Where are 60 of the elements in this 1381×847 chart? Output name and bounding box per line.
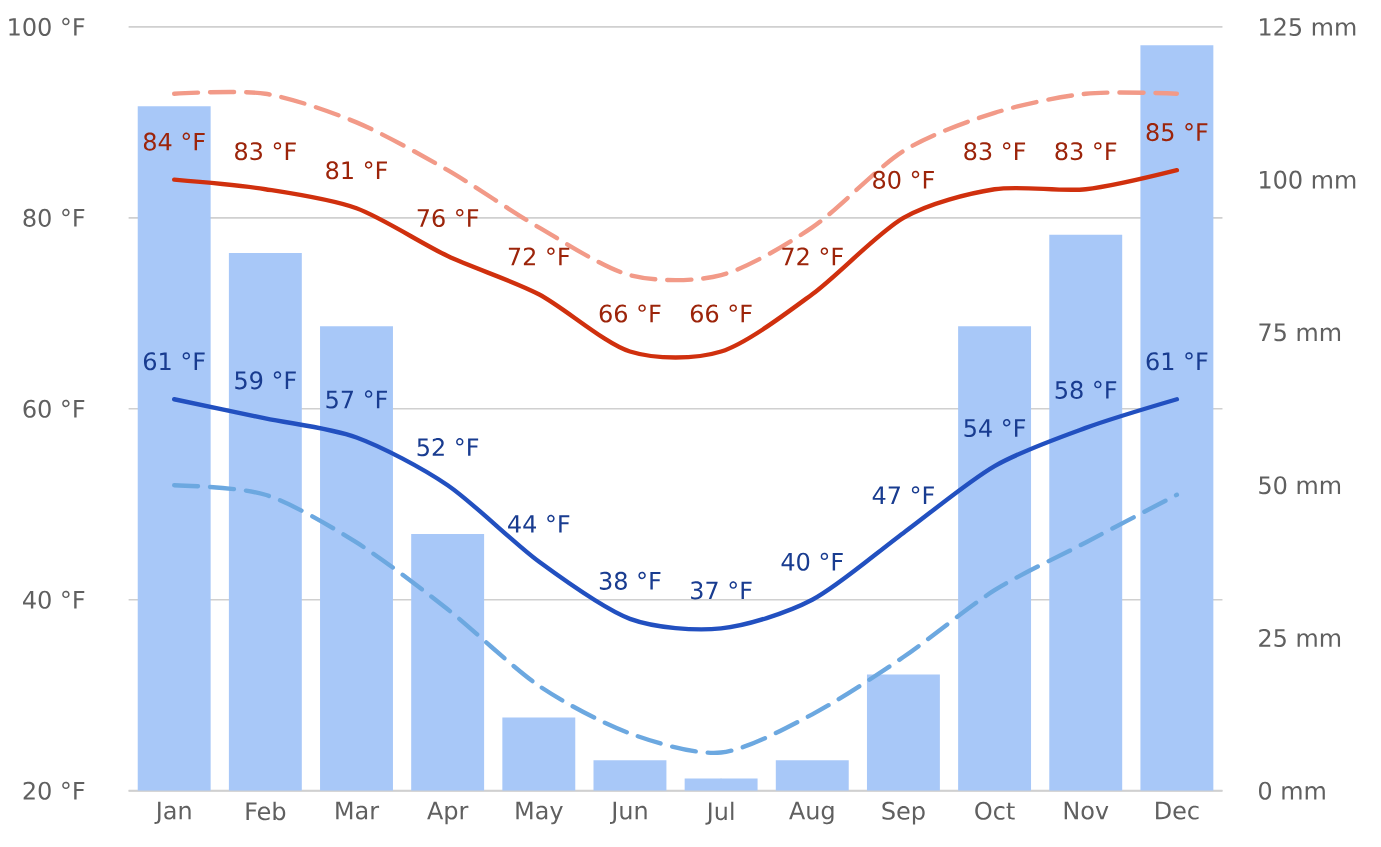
data-label: 52 °F — [417, 438, 479, 457]
x-tick-label: Mar — [336, 801, 380, 820]
data-label: 58 °F — [1055, 381, 1117, 400]
data-label: 83 °F — [1055, 142, 1117, 161]
data-label: 72 °F — [508, 247, 570, 266]
y2-tick-label: 25 mm — [1259, 629, 1341, 648]
data-label: 85 °F — [1146, 123, 1208, 142]
x-tick-label: Nov — [1064, 801, 1109, 820]
data-label: 37 °F — [691, 581, 752, 600]
bar — [320, 326, 393, 791]
bar — [775, 760, 849, 791]
bar — [502, 717, 576, 791]
x-tick-label: May — [516, 801, 563, 825]
y2-tick-label: 0 mm — [1258, 781, 1325, 800]
x-tick-label: Apr — [427, 801, 469, 825]
bar — [228, 253, 302, 791]
y-tick-label: 60 °F — [23, 399, 85, 419]
data-label: 83 °F — [964, 142, 1026, 161]
x-tick-label: Jul — [705, 801, 734, 825]
data-label: 38 °F — [599, 571, 661, 591]
x-tick-label: Aug — [789, 801, 834, 825]
y-tick-label: 80 °F — [23, 209, 85, 228]
bar — [593, 760, 667, 791]
data-label: 54 °F — [964, 419, 1026, 438]
x-tick-label: Jun — [610, 801, 647, 825]
data-label: 81 °F — [326, 161, 387, 180]
y2-tick-label: 125 mm — [1260, 18, 1356, 37]
data-label: 61 °F — [1146, 352, 1208, 371]
x-tick-label: Dec — [1156, 801, 1199, 820]
x-tick-label: Oct — [975, 801, 1015, 821]
y-tick-label: 40 °F — [23, 590, 85, 610]
bar — [1049, 234, 1123, 791]
bar — [866, 674, 940, 791]
data-label: 84 °F — [143, 132, 205, 151]
x-tick-label: Jan — [154, 801, 191, 825]
bar — [684, 778, 758, 791]
bar — [1140, 45, 1214, 791]
y-tick-label: 20 °F — [23, 781, 85, 800]
x-tick-label: Sep — [882, 801, 925, 825]
bar — [137, 106, 211, 791]
data-label: 59 °F — [235, 371, 296, 390]
data-label: 40 °F — [781, 552, 843, 571]
line-series — [171, 483, 1180, 756]
x-tick-label: Feb — [246, 801, 286, 821]
data-label: 61 °F — [143, 352, 205, 371]
bar — [411, 534, 485, 791]
data-label: 80 °F — [873, 170, 934, 190]
y2-tick-label: 50 mm — [1259, 476, 1341, 495]
data-label: 57 °F — [326, 390, 387, 409]
data-label: 44 °F — [508, 515, 570, 533]
data-label: 66 °F — [690, 304, 752, 323]
data-label: 83 °F — [235, 142, 296, 161]
data-label: 66 °F — [599, 304, 661, 323]
y2-tick-label: 100 mm — [1260, 170, 1356, 189]
y2-tick-label: 75 mm — [1259, 323, 1341, 342]
bar — [958, 326, 1032, 791]
data-label: 47 °F — [872, 486, 934, 505]
data-label: 72 °F — [782, 247, 843, 266]
y-tick-label: 100 °F — [9, 18, 85, 37]
data-label: 76 °F — [417, 209, 479, 228]
